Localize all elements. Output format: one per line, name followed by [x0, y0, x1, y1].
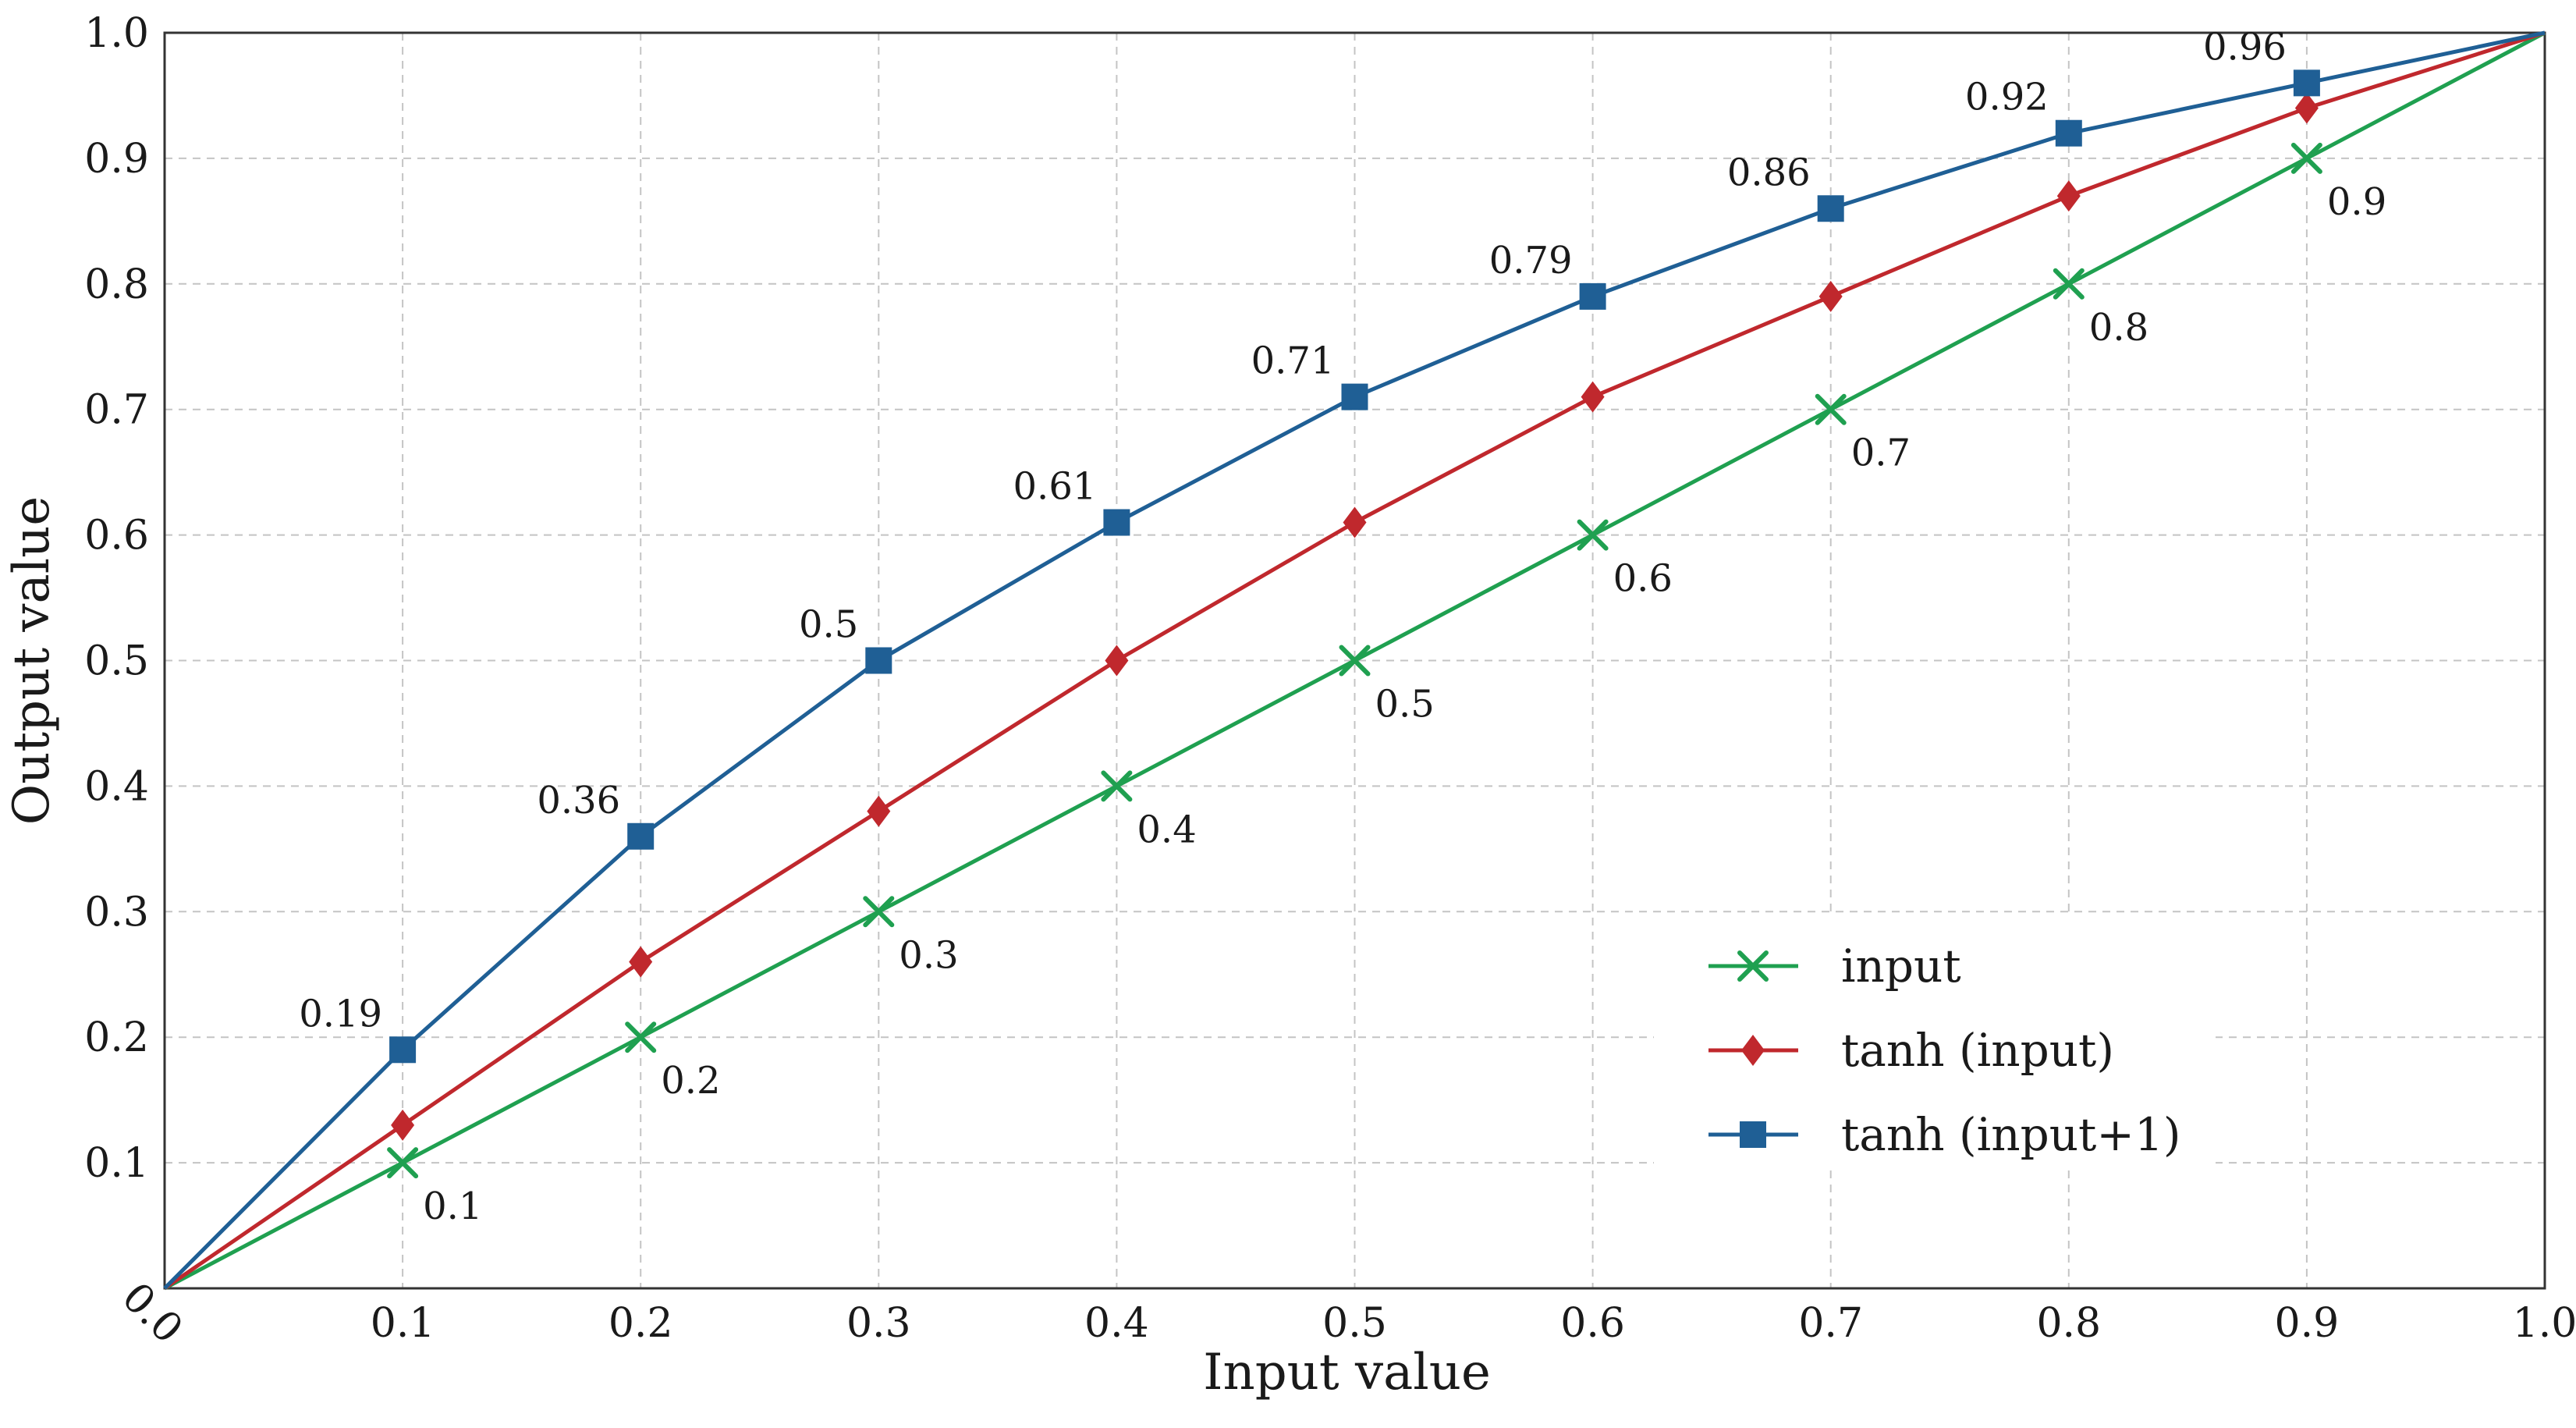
diamond-marker [1105, 645, 1129, 677]
data-label: 0.92 [1965, 76, 2049, 119]
x-marker [863, 896, 895, 928]
legend-item: input [1708, 940, 1961, 993]
square-marker [1103, 509, 1130, 536]
y-axis-title: Output value [3, 496, 61, 826]
legend-label: tanh (input) [1841, 1024, 2114, 1077]
x-marker [1577, 519, 1609, 551]
y-tick-label: 0.5 [84, 638, 149, 685]
marker-stroke [625, 1021, 657, 1053]
x-tick-label: 0.7 [1798, 1300, 1863, 1347]
diamond-marker [2056, 180, 2081, 212]
data-label: 0.79 [1489, 239, 1573, 282]
data-label: 0.96 [2203, 25, 2287, 69]
marker-stroke [387, 1147, 419, 1179]
square-marker [1579, 282, 1606, 310]
marker-stroke [2053, 268, 2085, 300]
x-marker [1101, 770, 1133, 802]
legend-diamond-marker [1741, 1035, 1765, 1066]
legend-square-marker [1740, 1121, 1766, 1148]
plot-frame [163, 31, 2546, 1290]
y-tick-label: 0.3 [84, 889, 149, 936]
series-tanh-input [163, 30, 2546, 1291]
data-label: 0.2 [661, 1059, 720, 1103]
data-label: 0.5 [799, 603, 858, 647]
legend-x-marker [1737, 950, 1769, 982]
square-marker [1817, 195, 1844, 222]
square-marker [627, 822, 655, 850]
square-marker [389, 1036, 417, 1064]
y-tick-label: 0.6 [84, 513, 149, 559]
marker-stroke [1101, 770, 1133, 802]
data-label: 0.3 [899, 933, 958, 977]
x-tick-label: 0.5 [1322, 1300, 1387, 1347]
diamond-marker [1581, 381, 1605, 413]
data-label: 0.36 [537, 779, 620, 822]
y-tick-label: 0.1 [84, 1140, 149, 1187]
legend-item: tanh (input+1) [1708, 1108, 2180, 1161]
data-label: 0.61 [1013, 465, 1097, 509]
x-marker [625, 1021, 657, 1053]
series-group [163, 30, 2546, 1291]
x-tick-label: 0.8 [2036, 1300, 2101, 1347]
x-axis-title: Input value [1203, 1344, 1491, 1401]
data-label: 0.1 [423, 1185, 482, 1228]
marker-stroke [1815, 393, 1847, 425]
data-label: 0.86 [1727, 151, 1811, 194]
x-tick-label: 0.6 [1560, 1300, 1625, 1347]
y-tick-label: 0.7 [84, 387, 149, 434]
x-tick-label: 0.2 [609, 1300, 673, 1347]
data-label: 0.6 [1613, 557, 1673, 601]
legend: input tanh (input) tanh (input+1) [1654, 917, 2216, 1167]
data-label: 0.5 [1375, 683, 1435, 726]
x-marker [387, 1147, 419, 1179]
y-tick-label: 0.8 [84, 261, 149, 308]
series-tanh-input-1 [163, 30, 2546, 1290]
data-label: 0.19 [299, 992, 382, 1035]
data-label: 0.8 [2089, 306, 2148, 350]
data-label: 0.7 [1851, 432, 1911, 475]
diamond-marker [1818, 280, 1843, 312]
x-tick-label: 1.0 [2513, 1300, 2576, 1347]
data-label: 0.9 [2327, 180, 2386, 224]
data-label: 0.71 [1251, 339, 1335, 383]
data-labels: 0.1 0.2 0.3 0.4 0.5 0.6 0.7 0.8 0.9 0.19 0.36 0.5 0.… [299, 25, 2386, 1228]
x-marker [1339, 645, 1371, 677]
diamond-marker [1343, 506, 1367, 538]
y-tick-label: 1.0 [84, 10, 149, 57]
x-marker [2290, 142, 2322, 174]
marker-stroke [1339, 645, 1371, 677]
x-tick-label: 0.4 [1084, 1300, 1149, 1347]
marker-stroke [863, 896, 895, 928]
legend-label: input [1841, 940, 1961, 993]
diamond-marker [391, 1109, 415, 1141]
y-tick-label: 0.4 [84, 763, 149, 810]
series-input [163, 30, 2546, 1291]
x-tick-label: 0.1 [371, 1300, 435, 1347]
data-label: 0.4 [1137, 808, 1196, 851]
x-marker [2053, 268, 2085, 300]
y-tick-label: 0.9 [84, 136, 149, 183]
square-marker [2293, 69, 2320, 97]
x-tick-label: 0.3 [846, 1300, 911, 1347]
legend-item: tanh (input) [1708, 1024, 2114, 1077]
x-tick-label: 0.9 [2275, 1300, 2340, 1347]
x-tick-label: 0.0 [113, 1274, 192, 1353]
diamond-marker [867, 795, 891, 827]
marker-stroke [1577, 519, 1609, 551]
square-marker [1341, 383, 1368, 410]
marker-stroke [1737, 950, 1769, 982]
y-tick-label: 0.2 [84, 1014, 149, 1061]
marker-stroke [2290, 142, 2322, 174]
diamond-marker [2294, 92, 2319, 124]
legend-label: tanh (input+1) [1841, 1108, 2180, 1161]
x-marker [1815, 393, 1847, 425]
square-marker [2055, 119, 2082, 147]
diamond-marker [629, 946, 653, 978]
square-marker [865, 647, 892, 674]
